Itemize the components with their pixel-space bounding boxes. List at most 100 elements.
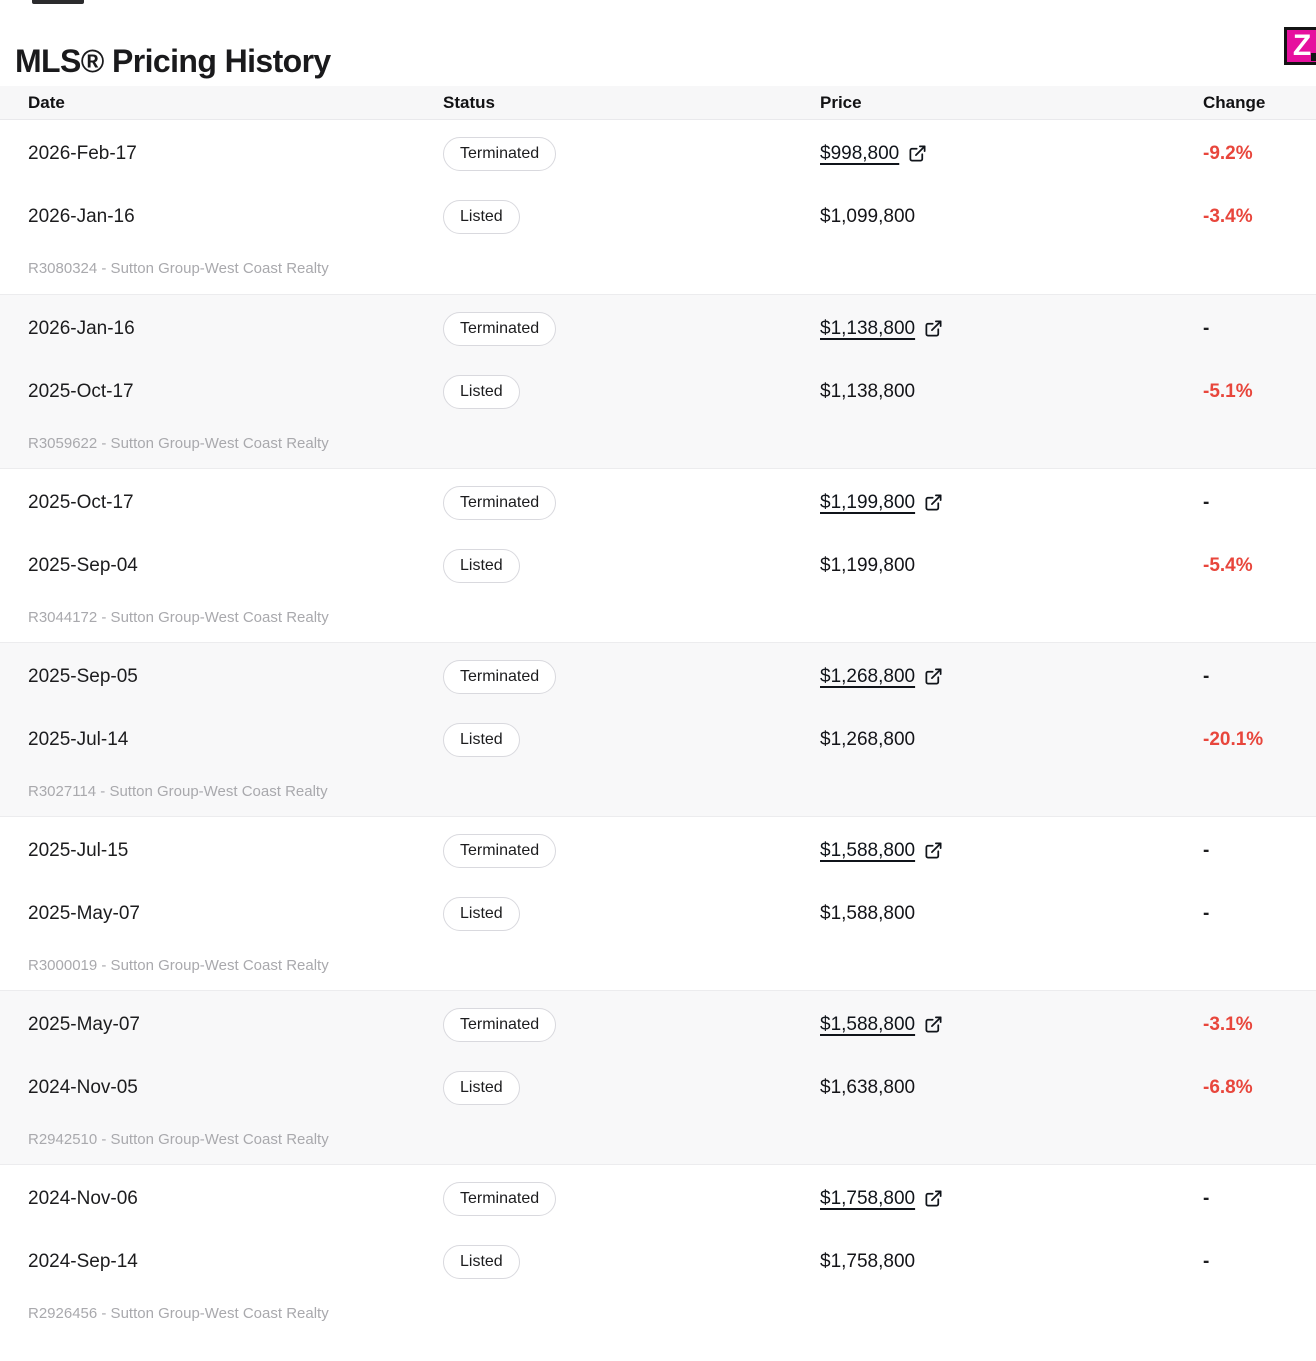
- zealty-logo-letter: Z: [1292, 29, 1312, 62]
- table-row-listed: 2026-Jan-16 Listed $1,099,800 -3.4%: [0, 185, 1316, 248]
- column-header-change: Change: [1203, 92, 1266, 112]
- price-link-amount: $1,588,800: [820, 839, 916, 861]
- table-row-terminated: 2025-Sep-05 Terminated $1,268,800 -: [0, 645, 1316, 708]
- table-row-terminated: 2024-Nov-06 Terminated $1,758,800 -: [0, 1167, 1316, 1230]
- external-link-icon: [909, 145, 926, 162]
- zealty-logo[interactable]: Z: [1284, 27, 1316, 65]
- external-link-icon: [925, 1190, 942, 1207]
- date-cell: 2024-Nov-06: [28, 1187, 138, 1209]
- date-cell: 2025-Jul-14: [28, 728, 129, 750]
- date-cell: 2025-Sep-05: [28, 665, 138, 687]
- status-badge: Listed: [443, 896, 520, 931]
- pricing-history-group: 2026-Jan-16 Terminated $1,138,800 - 2025…: [0, 294, 1316, 468]
- column-header-status: Status: [443, 92, 495, 112]
- external-link-icon: [925, 842, 942, 859]
- date-cell: 2024-Sep-14: [28, 1250, 138, 1272]
- external-link-icon: [925, 320, 942, 337]
- price-value: $1,138,800: [820, 380, 916, 402]
- status-badge: Terminated: [443, 833, 557, 868]
- change-value: -5.1%: [1203, 380, 1253, 402]
- change-value: -: [1203, 665, 1210, 687]
- mls-footer: R3000019 - Sutton Group-West Coast Realt…: [28, 957, 329, 974]
- status-badge: Terminated: [443, 485, 557, 520]
- date-cell: 2026-Feb-17: [28, 142, 137, 164]
- status-badge: Terminated: [443, 1007, 557, 1042]
- price-link-amount: $1,268,800: [820, 665, 916, 687]
- pricing-history-group: 2025-Sep-05 Terminated $1,268,800 - 2025…: [0, 642, 1316, 816]
- change-value: -: [1203, 1187, 1210, 1209]
- date-cell: 2025-May-07: [28, 1013, 140, 1035]
- status-badge: Listed: [443, 199, 520, 234]
- pricing-history-table: 2026-Feb-17 Terminated $998,800 -9.2% 20…: [0, 120, 1316, 1338]
- price-link-amount: $998,800: [820, 142, 900, 164]
- cut-off-element-fragment: [32, 0, 84, 4]
- external-link-icon: [925, 668, 942, 685]
- change-value: -3.4%: [1203, 205, 1253, 227]
- status-badge: Terminated: [443, 136, 557, 171]
- price-value: $1,199,800: [820, 554, 916, 576]
- status-badge: Listed: [443, 548, 520, 583]
- status-badge: Listed: [443, 722, 520, 757]
- change-value: -: [1203, 902, 1210, 924]
- pricing-history-group: 2026-Feb-17 Terminated $998,800 -9.2% 20…: [0, 120, 1316, 294]
- price-value: $1,268,800: [820, 728, 916, 750]
- change-value: -: [1203, 1250, 1210, 1272]
- table-row-terminated: 2025-May-07 Terminated $1,588,800 -3.1%: [0, 993, 1316, 1056]
- price-link[interactable]: $998,800: [820, 143, 927, 165]
- mls-footer: R3059622 - Sutton Group-West Coast Realt…: [28, 435, 329, 452]
- price-link[interactable]: $1,268,800: [820, 666, 943, 688]
- page-title: MLS® Pricing History: [15, 43, 331, 80]
- price-link[interactable]: $1,138,800: [820, 318, 943, 340]
- mls-footer: R2942510 - Sutton Group-West Coast Realt…: [28, 1131, 329, 1148]
- table-row-listed: 2025-Sep-04 Listed $1,199,800 -5.4%: [0, 534, 1316, 597]
- price-link-amount: $1,588,800: [820, 1013, 916, 1035]
- date-cell: 2024-Nov-05: [28, 1076, 138, 1098]
- change-value: -20.1%: [1203, 728, 1264, 750]
- date-cell: 2025-Jul-15: [28, 839, 129, 861]
- table-row-terminated: 2026-Feb-17 Terminated $998,800 -9.2%: [0, 122, 1316, 185]
- page-header: MLS® Pricing History Z: [0, 0, 1316, 86]
- zealty-logo-dot: [1311, 53, 1316, 61]
- external-link-icon: [925, 494, 942, 511]
- date-cell: 2026-Jan-16: [28, 317, 135, 339]
- table-header-row: Date Status Price Change: [0, 86, 1316, 120]
- price-link-amount: $1,138,800: [820, 317, 916, 339]
- pricing-history-group: 2024-Nov-06 Terminated $1,758,800 - 2024…: [0, 1164, 1316, 1338]
- change-value: -6.8%: [1203, 1076, 1253, 1098]
- price-link[interactable]: $1,588,800: [820, 1014, 943, 1036]
- price-link-amount: $1,199,800: [820, 491, 916, 513]
- status-badge: Terminated: [443, 659, 557, 694]
- table-row-terminated: 2026-Jan-16 Terminated $1,138,800 -: [0, 297, 1316, 360]
- mls-footer: R3027114 - Sutton Group-West Coast Realt…: [28, 783, 328, 800]
- status-badge: Terminated: [443, 1181, 557, 1216]
- date-cell: 2025-Oct-17: [28, 380, 134, 402]
- price-value: $1,588,800: [820, 902, 916, 924]
- change-value: -5.4%: [1203, 554, 1253, 576]
- date-cell: 2026-Jan-16: [28, 205, 135, 227]
- status-badge: Listed: [443, 1070, 520, 1105]
- column-header-date: Date: [28, 92, 65, 112]
- change-value: -9.2%: [1203, 142, 1253, 164]
- pricing-history-group: 2025-Jul-15 Terminated $1,588,800 - 2025…: [0, 816, 1316, 990]
- change-value: -: [1203, 491, 1210, 513]
- mls-footer: R2926456 - Sutton Group-West Coast Realt…: [28, 1305, 329, 1322]
- change-value: -3.1%: [1203, 1013, 1253, 1035]
- price-link-amount: $1,758,800: [820, 1187, 916, 1209]
- table-row-listed: 2025-Oct-17 Listed $1,138,800 -5.1%: [0, 360, 1316, 423]
- change-value: -: [1203, 317, 1210, 339]
- date-cell: 2025-Sep-04: [28, 554, 138, 576]
- price-value: $1,099,800: [820, 205, 916, 227]
- status-badge: Listed: [443, 374, 520, 409]
- column-header-price: Price: [820, 92, 862, 112]
- price-value: $1,638,800: [820, 1076, 916, 1098]
- table-row-listed: 2025-May-07 Listed $1,588,800 -: [0, 882, 1316, 945]
- price-link[interactable]: $1,758,800: [820, 1188, 943, 1210]
- status-badge: Terminated: [443, 311, 557, 346]
- table-row-terminated: 2025-Jul-15 Terminated $1,588,800 -: [0, 819, 1316, 882]
- mls-footer: R3080324 - Sutton Group-West Coast Realt…: [28, 260, 329, 277]
- mls-footer: R3044172 - Sutton Group-West Coast Realt…: [28, 609, 329, 626]
- pricing-history-group: 2025-May-07 Terminated $1,588,800 -3.1% …: [0, 990, 1316, 1164]
- price-link[interactable]: $1,199,800: [820, 492, 943, 514]
- price-link[interactable]: $1,588,800: [820, 840, 943, 862]
- table-row-terminated: 2025-Oct-17 Terminated $1,199,800 -: [0, 471, 1316, 534]
